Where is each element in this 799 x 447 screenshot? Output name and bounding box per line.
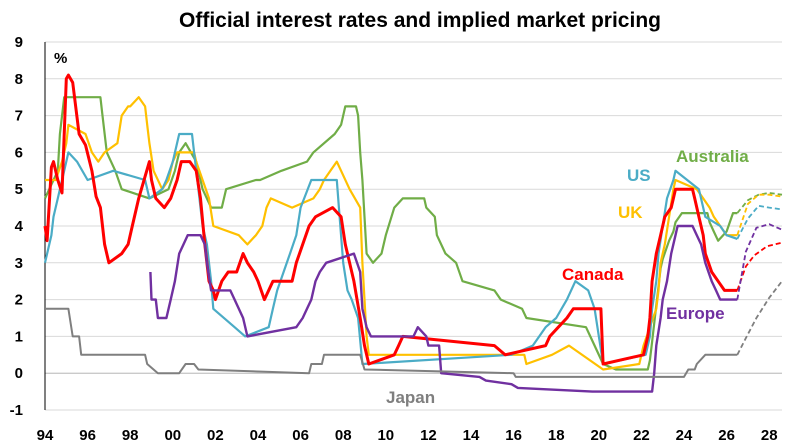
x-tick-label: 08 [335, 427, 352, 444]
x-tick-label: 00 [164, 427, 181, 444]
x-tick-label: 96 [79, 427, 96, 444]
series-line-japan [45, 307, 738, 378]
series-label-uk: UK [618, 203, 643, 222]
series-projection-europe [736, 223, 783, 300]
series-label-europe: Europe [666, 304, 725, 323]
x-tick-label: 98 [122, 427, 139, 444]
series-label-us: US [627, 166, 651, 185]
x-tick-label: 16 [505, 427, 522, 444]
y-tick-label: 3 [15, 255, 23, 272]
series-label-australia: Australia [676, 147, 749, 166]
y-unit-label: % [54, 50, 67, 67]
series-projection-japan [736, 280, 783, 356]
series-projection-canada [736, 241, 783, 291]
x-tick-label: 06 [292, 427, 309, 444]
series-label-japan: Japan [386, 388, 435, 407]
y-tick-label: 4 [15, 218, 24, 235]
x-tick-label: 26 [718, 427, 735, 444]
y-tick-label: 9 [15, 34, 23, 51]
y-tick-label: 0 [15, 365, 23, 382]
x-tick-label: 22 [633, 427, 650, 444]
series-projection-uk [736, 193, 783, 236]
series-line-europe [149, 224, 738, 393]
series-projection-australia [736, 191, 783, 214]
x-tick-label: 28 [761, 427, 778, 444]
y-tick-label: 8 [15, 71, 23, 88]
y-tick-label: 7 [15, 108, 23, 125]
series-label-canada: Canada [562, 265, 624, 284]
x-tick-label: 14 [463, 427, 480, 444]
x-tick-label: 20 [590, 427, 607, 444]
series-line-uk [45, 96, 738, 371]
x-tick-label: 94 [37, 427, 54, 444]
y-tick-label: 2 [15, 292, 23, 309]
series-lines [43, 73, 783, 393]
x-tick-label: 18 [548, 427, 565, 444]
x-tick-label: 10 [377, 427, 394, 444]
series-projection-us [736, 204, 783, 240]
x-tick-label: 04 [250, 427, 267, 444]
series-labels: Australia US UK Canada Europe Japan [386, 147, 749, 407]
y-tick-label: 6 [15, 144, 23, 161]
chart-title: Official interest rates and implied mark… [179, 9, 661, 32]
y-tick-label: -1 [10, 402, 23, 419]
y-tick-label: 5 [15, 181, 23, 198]
x-tick-label: 12 [420, 427, 437, 444]
series-line-canada [43, 73, 738, 366]
y-tick-label: 1 [15, 328, 23, 345]
x-tick-label: 24 [676, 427, 693, 444]
x-tick-label: 02 [207, 427, 224, 444]
